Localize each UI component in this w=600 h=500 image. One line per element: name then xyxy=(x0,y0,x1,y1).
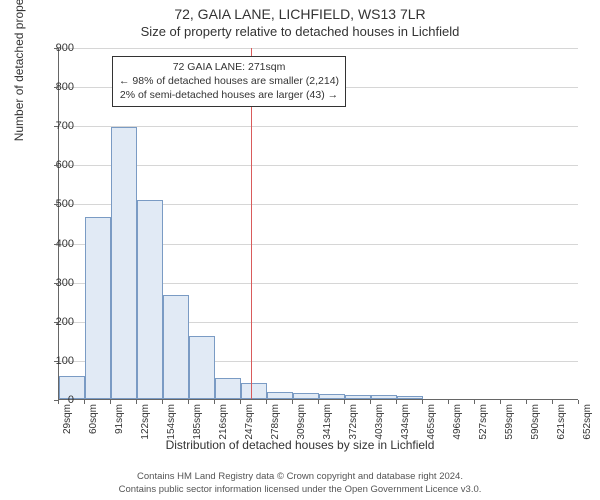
histogram-bar xyxy=(215,378,241,400)
x-tick-mark xyxy=(396,400,397,404)
info-box: 72 GAIA LANE: 271sqm ← 98% of detached h… xyxy=(112,56,346,107)
chart-container: 72, GAIA LANE, LICHFIELD, WS13 7LR Size … xyxy=(0,0,600,500)
x-tick-mark xyxy=(266,400,267,404)
info-line-1: 72 GAIA LANE: 271sqm xyxy=(119,60,339,74)
grid-line xyxy=(59,48,578,49)
histogram-bar xyxy=(371,395,397,399)
x-tick-mark xyxy=(370,400,371,404)
footer-line-2: Contains public sector information licen… xyxy=(0,484,600,496)
x-axis-label: Distribution of detached houses by size … xyxy=(0,438,600,452)
histogram-bar xyxy=(241,383,267,399)
y-tick-mark xyxy=(54,48,58,49)
x-tick-mark xyxy=(578,400,579,404)
x-tick-mark xyxy=(474,400,475,404)
histogram-bar xyxy=(397,396,423,399)
x-tick-mark xyxy=(110,400,111,404)
title-sub: Size of property relative to detached ho… xyxy=(0,22,600,39)
histogram-bar xyxy=(137,200,163,399)
histogram-bar xyxy=(189,336,215,399)
histogram-bar xyxy=(267,392,293,399)
y-tick-mark xyxy=(54,283,58,284)
y-tick-mark xyxy=(54,204,58,205)
histogram-bar xyxy=(163,295,189,399)
histogram-bar xyxy=(111,127,137,399)
x-tick-mark xyxy=(500,400,501,404)
y-tick-mark xyxy=(54,361,58,362)
info-line-3: 2% of semi-detached houses are larger (4… xyxy=(119,88,339,102)
x-tick-mark xyxy=(58,400,59,404)
histogram-bar xyxy=(293,393,319,399)
x-tick-mark xyxy=(552,400,553,404)
x-tick-mark xyxy=(422,400,423,404)
y-tick-mark xyxy=(54,126,58,127)
x-tick-mark xyxy=(448,400,449,404)
y-tick-mark xyxy=(54,87,58,88)
y-axis-label: Number of detached properties xyxy=(12,0,26,141)
x-tick-mark xyxy=(162,400,163,404)
x-tick-mark xyxy=(292,400,293,404)
footer: Contains HM Land Registry data © Crown c… xyxy=(0,471,600,496)
x-tick-mark xyxy=(240,400,241,404)
x-tick-mark xyxy=(526,400,527,404)
x-tick-mark xyxy=(214,400,215,404)
title-main: 72, GAIA LANE, LICHFIELD, WS13 7LR xyxy=(0,0,600,22)
info-line-2: ← 98% of detached houses are smaller (2,… xyxy=(119,74,339,88)
y-tick-mark xyxy=(54,165,58,166)
histogram-bar xyxy=(85,217,111,399)
y-tick-mark xyxy=(54,322,58,323)
footer-line-1: Contains HM Land Registry data © Crown c… xyxy=(0,471,600,483)
x-tick-mark xyxy=(188,400,189,404)
x-tick-mark xyxy=(136,400,137,404)
x-tick-mark xyxy=(318,400,319,404)
x-tick-mark xyxy=(84,400,85,404)
y-tick-mark xyxy=(54,244,58,245)
histogram-bar xyxy=(345,395,371,399)
histogram-bar xyxy=(319,394,345,399)
x-tick-mark xyxy=(344,400,345,404)
